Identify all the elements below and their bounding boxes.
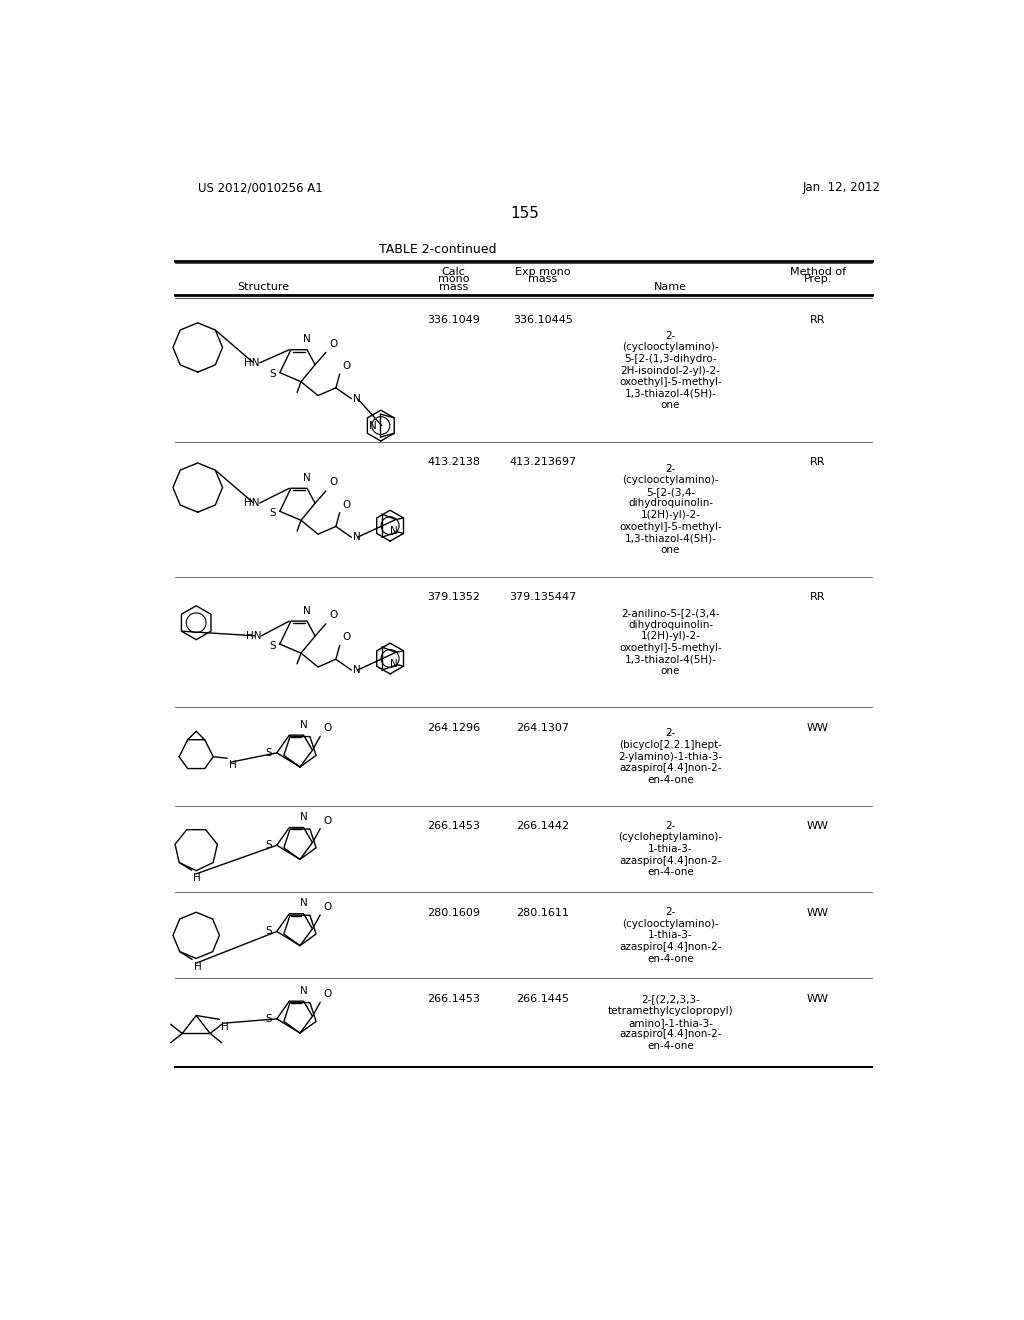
Text: RR: RR bbox=[810, 314, 825, 325]
Text: mono: mono bbox=[437, 275, 469, 284]
Text: 2-
(cyclooctylamino)-
5-[2-(1,3-dihydro-
2H-isoindol-2-yl)-2-
oxoethyl]-5-methyl: 2- (cyclooctylamino)- 5-[2-(1,3-dihydro-… bbox=[620, 331, 722, 411]
Text: 2-
(cyclooctylamino)-
5-[2-(3,4-
dihydroquinolin-
1(2H)-yl)-2-
oxoethyl]-5-methy: 2- (cyclooctylamino)- 5-[2-(3,4- dihydro… bbox=[620, 463, 722, 554]
Text: 266.1442: 266.1442 bbox=[516, 821, 569, 832]
Text: Name: Name bbox=[654, 282, 687, 292]
Text: Jan. 12, 2012: Jan. 12, 2012 bbox=[802, 181, 881, 194]
Text: O: O bbox=[342, 632, 350, 643]
Text: mass: mass bbox=[439, 282, 468, 292]
Text: S: S bbox=[269, 508, 275, 517]
Text: Method of: Method of bbox=[790, 267, 846, 277]
Text: 264.1296: 264.1296 bbox=[427, 723, 480, 733]
Text: RR: RR bbox=[810, 591, 825, 602]
Text: O: O bbox=[324, 723, 332, 733]
Text: N: N bbox=[353, 393, 360, 404]
Text: N: N bbox=[390, 525, 398, 536]
Text: mass: mass bbox=[528, 275, 557, 284]
Text: N: N bbox=[300, 812, 307, 822]
Text: 336.10445: 336.10445 bbox=[513, 314, 572, 325]
Text: H: H bbox=[194, 962, 202, 972]
Text: O: O bbox=[330, 610, 338, 620]
Text: HN: HN bbox=[245, 498, 260, 508]
Text: O: O bbox=[330, 338, 338, 348]
Text: N: N bbox=[370, 421, 377, 430]
Text: TABLE 2-continued: TABLE 2-continued bbox=[379, 243, 497, 256]
Text: 280.1611: 280.1611 bbox=[516, 908, 569, 917]
Text: US 2012/0010256 A1: US 2012/0010256 A1 bbox=[198, 181, 323, 194]
Text: N: N bbox=[353, 532, 360, 543]
Text: WW: WW bbox=[807, 723, 828, 733]
Text: 413.213697: 413.213697 bbox=[509, 457, 577, 467]
Text: S: S bbox=[265, 748, 272, 758]
Text: 379.1352: 379.1352 bbox=[427, 591, 480, 602]
Text: N: N bbox=[300, 719, 307, 730]
Text: WW: WW bbox=[807, 821, 828, 832]
Text: N: N bbox=[300, 986, 307, 995]
Text: 280.1609: 280.1609 bbox=[427, 908, 480, 917]
Text: H: H bbox=[228, 760, 237, 770]
Text: N: N bbox=[390, 659, 398, 668]
Text: 379.135447: 379.135447 bbox=[509, 591, 577, 602]
Text: 2-[(2,2,3,3-
tetramethylcyclopropyl)
amino]-1-thia-3-
azaspiro[4.4]non-2-
en-4-o: 2-[(2,2,3,3- tetramethylcyclopropyl) ami… bbox=[607, 994, 733, 1051]
Text: 2-
(cyclooctylamino)-
1-thia-3-
azaspiro[4.4]non-2-
en-4-one: 2- (cyclooctylamino)- 1-thia-3- azaspiro… bbox=[620, 907, 722, 964]
Text: 266.1445: 266.1445 bbox=[516, 994, 569, 1003]
Text: Exp mono: Exp mono bbox=[515, 267, 570, 277]
Text: 155: 155 bbox=[510, 206, 540, 222]
Text: S: S bbox=[265, 841, 272, 850]
Text: HN: HN bbox=[246, 631, 261, 640]
Text: H: H bbox=[221, 1022, 228, 1032]
Text: N: N bbox=[300, 899, 307, 908]
Text: S: S bbox=[265, 1014, 272, 1024]
Text: O: O bbox=[342, 499, 350, 510]
Text: 2-
(cycloheptylamino)-
1-thia-3-
azaspiro[4.4]non-2-
en-4-one: 2- (cycloheptylamino)- 1-thia-3- azaspir… bbox=[618, 821, 723, 878]
Text: N: N bbox=[303, 473, 311, 483]
Text: Calc: Calc bbox=[441, 267, 466, 277]
Text: 413.2138: 413.2138 bbox=[427, 457, 480, 467]
Text: N: N bbox=[353, 665, 360, 675]
Text: WW: WW bbox=[807, 994, 828, 1003]
Text: 2-anilino-5-[2-(3,4-
dihydroquinolin-
1(2H)-yl)-2-
oxoethyl]-5-methyl-
1,3-thiaz: 2-anilino-5-[2-(3,4- dihydroquinolin- 1(… bbox=[620, 609, 722, 676]
Text: Prep.: Prep. bbox=[804, 275, 831, 284]
Text: O: O bbox=[324, 816, 332, 825]
Text: O: O bbox=[324, 989, 332, 999]
Text: 336.1049: 336.1049 bbox=[427, 314, 480, 325]
Text: 2-
(bicyclo[2.2.1]hept-
2-ylamino)-1-thia-3-
azaspiro[4.4]non-2-
en-4-one: 2- (bicyclo[2.2.1]hept- 2-ylamino)-1-thi… bbox=[618, 729, 723, 785]
Text: N: N bbox=[303, 606, 311, 615]
Text: O: O bbox=[324, 902, 332, 912]
Text: O: O bbox=[342, 360, 350, 371]
Text: S: S bbox=[269, 370, 275, 379]
Text: H: H bbox=[194, 873, 201, 883]
Text: N: N bbox=[303, 334, 311, 345]
Text: S: S bbox=[269, 640, 275, 651]
Text: Structure: Structure bbox=[238, 282, 290, 292]
Text: 266.1453: 266.1453 bbox=[427, 821, 480, 832]
Text: 266.1453: 266.1453 bbox=[427, 994, 480, 1003]
Text: WW: WW bbox=[807, 908, 828, 917]
Text: 264.1307: 264.1307 bbox=[516, 723, 569, 733]
Text: O: O bbox=[330, 477, 338, 487]
Text: S: S bbox=[265, 927, 272, 936]
Text: HN: HN bbox=[245, 358, 260, 368]
Text: RR: RR bbox=[810, 457, 825, 467]
